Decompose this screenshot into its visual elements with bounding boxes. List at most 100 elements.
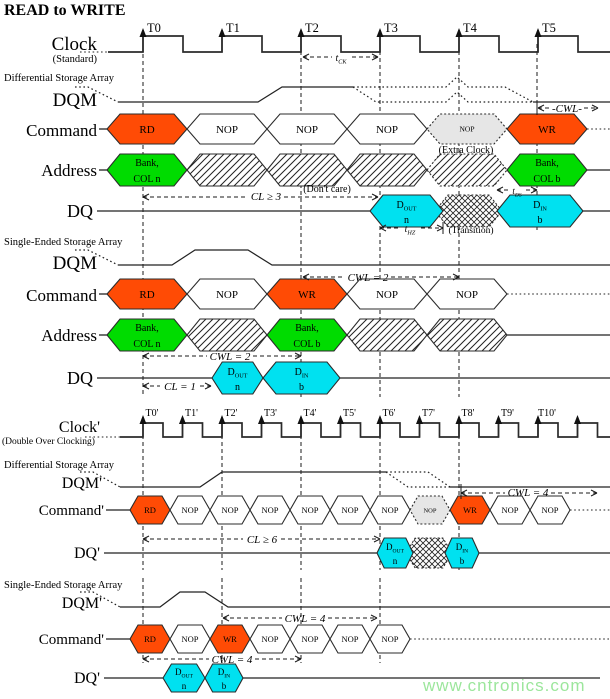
storage-array-label: Single-Ended Storage Array xyxy=(4,237,123,248)
clock-tick-label: T6' xyxy=(383,408,396,419)
cell-text: NOP xyxy=(301,634,318,644)
wave-segment xyxy=(75,86,119,103)
clock-edge-arrow xyxy=(416,415,423,424)
clock-edge-arrow xyxy=(376,415,384,424)
cell-text: n xyxy=(404,215,409,226)
clock-label: Clock' xyxy=(59,419,100,436)
arrowhead xyxy=(142,538,150,543)
cell-d xyxy=(376,537,414,569)
annotation-cl-ge-6: CL ≥ 6 xyxy=(142,534,381,546)
clock-edge-arrow xyxy=(139,415,147,424)
annotation-label: tCK xyxy=(335,53,347,66)
arrowhead xyxy=(530,189,538,194)
annotation-label: CWL = 4 xyxy=(212,654,253,666)
cell-text: NOP xyxy=(459,125,474,134)
clock-tick-label: T5' xyxy=(343,408,356,419)
cell-nop xyxy=(369,624,411,654)
clock-edge-arrow xyxy=(218,415,226,424)
arrowhead xyxy=(294,355,302,360)
arrowhead xyxy=(302,276,310,281)
clock-tick-label: T3 xyxy=(384,21,398,35)
wave-segment xyxy=(118,86,353,103)
clock-tick-label: T3' xyxy=(264,408,277,419)
cell-text: WR xyxy=(298,289,316,301)
cell-text: NOP xyxy=(261,634,278,644)
signal-label: Command xyxy=(26,121,97,140)
clock-label: Clock xyxy=(52,34,98,55)
arrowhead xyxy=(294,352,302,357)
clock-waveform xyxy=(108,35,610,53)
annotation-label: CWL = 2 xyxy=(348,272,389,284)
cell-hatch xyxy=(266,153,348,187)
annotation-label: CL ≥ 3 xyxy=(251,191,282,203)
annotation-label: tHZ xyxy=(405,224,416,237)
arrowhead xyxy=(142,355,150,360)
arrowhead xyxy=(379,224,387,229)
cell-text: COL n xyxy=(133,339,160,350)
annotation-label: -CWL- xyxy=(552,103,582,115)
clock-edge-arrow xyxy=(495,415,502,424)
arrowhead xyxy=(371,56,379,61)
clock-edge-arrow xyxy=(297,415,305,424)
cell-wr xyxy=(506,113,588,145)
storage-array-label: Single-Ended Storage Array xyxy=(4,580,123,591)
cell-text: DIN xyxy=(533,200,547,213)
clock-tick-label: T4 xyxy=(463,21,478,35)
cell-cross xyxy=(434,194,503,228)
clock-edge-arrow xyxy=(218,28,226,37)
clock-tick-label: T9' xyxy=(501,408,514,419)
annotation-cwl-2-lower: CWL = 2 xyxy=(142,351,302,363)
cell-text: b xyxy=(460,556,465,566)
arrowhead xyxy=(142,535,150,540)
clock-standard: T0 T1 T2 T3 T4 T5 Clock(Standard) xyxy=(52,21,610,65)
row-command-std-se: RD NOP WR NOP NOP Command xyxy=(26,278,610,310)
extra-clock-note: (Extra Clock) xyxy=(439,145,494,156)
cell-hatch xyxy=(426,153,508,187)
cell-hatch xyxy=(186,153,268,187)
signal-label: DQ' xyxy=(74,545,100,562)
cell-text: DOUT xyxy=(228,367,248,380)
arrowhead xyxy=(371,196,379,201)
arrowhead xyxy=(142,655,150,660)
clock-tick-label: T0' xyxy=(146,408,159,419)
wave-segment xyxy=(386,471,451,488)
cell-nop xyxy=(426,278,508,310)
cell-text: NOP xyxy=(376,124,398,136)
arrowhead xyxy=(142,352,150,357)
signal-label: DQM' xyxy=(62,595,102,612)
cell-d xyxy=(204,663,244,693)
clock-sublabel: (Standard) xyxy=(53,54,98,65)
cell-text: COL b xyxy=(293,339,320,350)
cell-text: Bank, xyxy=(135,158,159,169)
annotation-cwl-top: -CWL- xyxy=(536,101,599,115)
row-dq-std-se: DOUT n DIN b DQ xyxy=(67,361,610,395)
cell-text: NOP xyxy=(456,289,478,301)
arrowhead xyxy=(530,186,538,191)
cell-text: NOP xyxy=(341,634,358,644)
dqm-diff-dbl: DQM' xyxy=(62,471,610,492)
annotation-label: CL = 1 xyxy=(164,381,196,393)
clock-edge-arrow xyxy=(139,28,147,37)
arrowhead xyxy=(537,104,545,109)
arrowhead xyxy=(142,385,150,390)
annotation-t-ck: tCK xyxy=(302,53,379,66)
clock-waveform xyxy=(120,422,610,438)
arrowhead xyxy=(537,107,545,112)
clock-edge-arrow xyxy=(455,28,463,37)
cell-text: n xyxy=(182,681,187,691)
annotation-t-ds: tDS xyxy=(496,186,538,199)
arrowhead xyxy=(142,196,150,201)
annotation-label: CL ≥ 6 xyxy=(247,534,278,546)
arrowhead xyxy=(373,538,381,543)
storage-array-label: Differential Storage Array xyxy=(4,460,115,471)
row-address-std-diff: Bank, COL n Bank, COL b Address xyxy=(41,153,610,187)
clock-edge-arrow xyxy=(337,415,344,424)
dont-care-note: (Don't care) xyxy=(303,184,351,195)
cell-text: NOP xyxy=(381,505,398,515)
arrowhead xyxy=(371,193,379,198)
cell-text: NOP xyxy=(296,124,318,136)
arrowhead xyxy=(370,614,378,619)
